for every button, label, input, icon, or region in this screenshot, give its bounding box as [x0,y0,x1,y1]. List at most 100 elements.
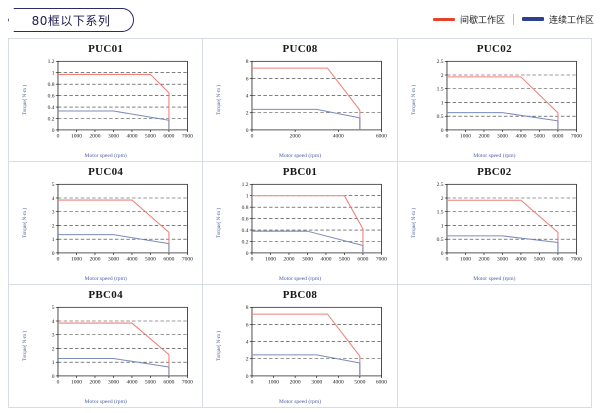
chart-cell-pbc04[interactable]: PBC04 Torque( N·m ) Motor speed (rpm) 0 1 2 3 4… [9,285,204,408]
svg-text:1000: 1000 [71,256,82,262]
svg-text:4000: 4000 [321,256,332,262]
svg-text:1000: 1000 [268,379,279,385]
svg-text:5000: 5000 [145,133,156,139]
series-line-continuous [57,110,170,130]
svg-text:1000: 1000 [71,133,82,139]
svg-text:0.5: 0.5 [436,114,443,120]
series-line-intermittent [446,199,559,253]
svg-text:1.5: 1.5 [436,210,443,216]
chart-cell-puc04[interactable]: PUC04 Torque( N·m ) Motor speed (rpm) 0 1 2 3 4… [9,162,204,285]
legend-divider [512,13,514,25]
svg-text:5000: 5000 [339,256,350,262]
svg-text:0: 0 [251,256,254,262]
legend-swatch-continuous [521,17,544,21]
series-line-continuous [252,230,364,253]
svg-text:2000: 2000 [284,256,295,262]
svg-text:5000: 5000 [355,379,366,385]
svg-text:0: 0 [445,256,448,262]
svg-text:1000: 1000 [460,256,471,262]
svg-text:0: 0 [57,379,60,385]
series-line-intermittent [252,313,361,376]
svg-text:5000: 5000 [534,133,545,139]
chart-title: PUC04 [88,166,124,178]
svg-text:5: 5 [52,305,55,311]
page-header: 80框以下系列 间歇工作区 连续工作区 [0,0,600,38]
svg-text:2: 2 [440,73,443,79]
svg-text:4000: 4000 [333,133,344,139]
series-line-continuous [57,357,170,376]
svg-text:0: 0 [246,374,249,380]
legend-item-continuous: 连续工作区 [521,13,594,26]
svg-text:0: 0 [52,374,55,380]
svg-text:6000: 6000 [163,133,174,139]
svg-text:7000: 7000 [571,133,582,139]
legend-item-intermittent: 间歇工作区 [432,13,505,26]
svg-text:1: 1 [440,100,443,106]
plot-area: 0 2 4 6 8 0 2000 4000 6000 [233,58,388,143]
svg-text:4: 4 [246,340,249,346]
svg-text:1: 1 [246,194,249,200]
x-axis-label: Motor speed (rpm) [84,399,127,405]
svg-text:0: 0 [251,379,254,385]
svg-text:2000: 2000 [478,133,489,139]
chart-cell-puc01[interactable]: PUC01 Torque( N·m ) Motor speed (rpm) 0 0.2 0… [9,39,204,162]
y-axis-label: Torque( N·m ) [216,84,223,116]
svg-text:0: 0 [57,256,60,262]
svg-text:2: 2 [52,346,55,352]
svg-text:6000: 6000 [163,379,174,385]
chart-title: PBC08 [282,289,318,301]
svg-text:4: 4 [52,196,55,202]
chart-cell-puc02[interactable]: PUC02 Torque( N·m ) Motor speed (rpm) 0 0.5 1… [397,39,592,162]
chart-title: PBC01 [282,166,318,178]
svg-text:2000: 2000 [89,133,100,139]
chart-cell-puc08[interactable]: PUC08 Torque( N·m ) Motor speed (rpm) 0 2 4 6 8… [203,39,398,162]
series-line-intermittent [252,195,364,253]
plot-area: 0 1 2 3 4 5 0 1000 2000 3000 4000 5000 6000 7000 [39,181,194,266]
series-line-intermittent [446,76,559,130]
chart-legend: 间歇工作区 连续工作区 [432,11,594,27]
svg-text:7000: 7000 [182,379,193,385]
svg-text:1: 1 [440,223,443,229]
svg-text:0: 0 [440,251,443,257]
plot-area: 0 0.5 1 1.5 2 2.5 0 1000 2000 3000 4000 5000 6000 700… [428,181,583,266]
legend-label-continuous: 连续工作区 [548,15,594,26]
svg-text:1.2: 1.2 [48,59,55,65]
svg-text:5: 5 [52,182,55,188]
series-line-intermittent [252,67,361,130]
svg-text:3: 3 [52,333,55,339]
svg-text:2000: 2000 [290,133,301,139]
x-axis-label: Motor speed (rpm) [278,276,322,282]
svg-text:5000: 5000 [534,256,545,262]
chart-title: PBC02 [477,166,512,178]
y-axis-label: Torque( N·m ) [22,330,29,362]
svg-text:4000: 4000 [515,133,526,139]
y-axis-label: Torque( N·m ) [216,330,223,362]
series-line-continuous [252,354,361,376]
svg-text:1: 1 [52,71,55,77]
chart-cell-pbc08[interactable]: PBC08 Torque( N·m ) Motor speed (rpm) 0 2 4 6 8… [203,285,398,408]
svg-text:0.2: 0.2 [242,239,249,245]
chart-cell-pbc02[interactable]: PBC02 Torque( N·m ) Motor speed (rpm) 0 0.5 1… [397,162,592,285]
svg-text:0.8: 0.8 [242,205,249,211]
svg-text:7000: 7000 [571,256,582,262]
svg-text:6: 6 [246,322,249,328]
svg-text:0.6: 0.6 [48,94,55,100]
series-line-intermittent [57,199,170,253]
svg-text:3000: 3000 [497,133,508,139]
svg-text:0: 0 [57,133,60,139]
svg-text:1.2: 1.2 [242,182,249,188]
series-tab[interactable]: 80框以下系列 [8,8,134,32]
svg-text:1: 1 [52,360,55,366]
svg-text:8: 8 [246,305,249,311]
chart-cell-pbc01[interactable]: PBC01 Torque( N·m ) Motor speed (rpm) 0 0.2 0… [203,162,398,285]
x-axis-label: Motor speed (rpm) [473,276,516,282]
svg-text:4: 4 [246,94,249,100]
legend-swatch-intermittent [432,17,455,21]
svg-text:3000: 3000 [497,256,508,262]
svg-text:0: 0 [52,128,55,134]
series-line-intermittent [57,73,170,130]
y-axis-label: Torque( N·m ) [410,84,417,116]
svg-text:0: 0 [246,128,249,134]
svg-text:2: 2 [440,196,443,202]
svg-text:6: 6 [246,76,249,82]
